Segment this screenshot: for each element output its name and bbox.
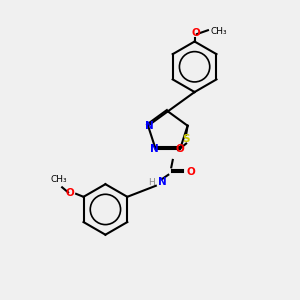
Text: S: S (182, 134, 190, 144)
Text: O: O (176, 144, 184, 154)
Text: N: N (150, 144, 158, 154)
Text: CH₃: CH₃ (210, 27, 227, 36)
Text: O: O (66, 188, 75, 198)
Text: N: N (145, 121, 154, 131)
Text: H: H (148, 178, 155, 187)
Text: N: N (158, 177, 167, 187)
Text: O: O (192, 28, 200, 38)
Text: O: O (186, 167, 195, 177)
Text: CH₃: CH₃ (51, 175, 68, 184)
